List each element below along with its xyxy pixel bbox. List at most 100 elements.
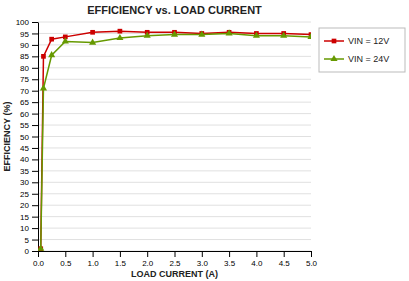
grid-line — [38, 22, 311, 23]
tick: 10 — [20, 224, 38, 233]
tick: 75 — [20, 75, 38, 84]
tick-mark — [32, 33, 38, 34]
tick-mark — [32, 148, 38, 149]
tick: 85 — [20, 52, 38, 61]
tick-mark — [256, 251, 257, 257]
point — [198, 30, 205, 36]
tick-mark — [32, 56, 38, 57]
tick-label: 80 — [20, 64, 29, 73]
grid-line — [38, 193, 311, 194]
point — [48, 51, 55, 57]
plot-area — [38, 29, 311, 251]
tick: 4.0 — [251, 251, 263, 268]
x-axis: 0.00.51.01.52.02.53.03.54.04.55.0 — [33, 251, 318, 268]
tick: 5 — [25, 236, 38, 245]
grid-line — [38, 228, 311, 229]
tick: 0.5 — [60, 251, 72, 268]
grid-line — [38, 113, 311, 114]
tick-mark — [229, 251, 230, 257]
tick-label: 60 — [20, 110, 29, 119]
tick-mark — [284, 251, 285, 257]
tick-label: 45 — [20, 144, 29, 153]
point — [40, 84, 47, 90]
tick-label: 0.0 — [33, 259, 45, 268]
tick-label: 100 — [16, 18, 30, 27]
tick-mark — [120, 251, 121, 257]
tick: 1.0 — [88, 251, 100, 268]
point — [90, 30, 95, 35]
grid-line — [38, 170, 311, 171]
tick-mark — [32, 194, 38, 195]
tick: 60 — [20, 110, 38, 119]
tick-label: 4.0 — [251, 259, 263, 268]
tick-mark — [175, 251, 176, 257]
tick: 1.5 — [115, 251, 127, 268]
legend-marker — [332, 39, 337, 44]
tick-label: 50 — [20, 133, 29, 142]
tick-mark — [32, 22, 38, 23]
tick-mark — [32, 114, 38, 115]
tick-label: 35 — [20, 167, 29, 176]
tick: 30 — [20, 178, 38, 187]
tick-label: 70 — [20, 87, 29, 96]
tick-label: 5.0 — [306, 259, 318, 268]
tick-mark — [32, 171, 38, 172]
grid-line — [38, 56, 311, 57]
tick: 3.0 — [197, 251, 209, 268]
tick: 40 — [20, 155, 38, 164]
tick: 15 — [20, 213, 38, 222]
tick-mark — [311, 251, 312, 257]
tick-label: 90 — [20, 41, 29, 50]
tick-mark — [32, 125, 38, 126]
tick: 95 — [20, 30, 38, 39]
point — [41, 54, 46, 59]
legend-marker — [330, 55, 337, 61]
tick-mark — [202, 251, 203, 257]
grid-line — [38, 67, 311, 68]
tick-mark — [32, 205, 38, 206]
grid-line — [38, 125, 311, 126]
title: EFFICIENCY vs. LOAD CURRENT — [87, 4, 262, 16]
y-axis: 0510152025303540455055606570758085909510… — [16, 18, 39, 256]
tick: 2.5 — [169, 251, 181, 268]
tick-mark — [32, 182, 38, 183]
tick: 0 — [25, 247, 38, 256]
tick-label: 0 — [25, 247, 30, 256]
tick-label: 55 — [20, 121, 29, 130]
tick: 45 — [20, 144, 38, 153]
point — [89, 38, 96, 44]
tick-label: 3.5 — [224, 259, 236, 268]
grid — [38, 22, 311, 251]
tick-mark — [32, 102, 38, 103]
tick-label: 3.0 — [197, 259, 209, 268]
grid-line — [38, 147, 311, 148]
tick-mark — [32, 137, 38, 138]
tick: 70 — [20, 87, 38, 96]
tick: 2.0 — [142, 251, 154, 268]
tick-mark — [32, 79, 38, 80]
point — [116, 34, 123, 40]
legend-item: VIN = 24V — [324, 54, 389, 64]
tick-label: 30 — [20, 178, 29, 187]
point — [253, 32, 260, 38]
tick-label: 0.5 — [60, 259, 72, 268]
legend-label: VIN = 12V — [348, 36, 389, 46]
point — [49, 37, 54, 42]
tick-mark — [32, 91, 38, 92]
point — [62, 37, 69, 43]
tick: 35 — [20, 167, 38, 176]
tick-label: 15 — [20, 213, 29, 222]
point — [144, 32, 151, 38]
grid-line — [38, 216, 311, 217]
x-axis-title: LOAD CURRENT (A) — [131, 269, 218, 279]
tick: 0.0 — [33, 251, 45, 268]
tick: 20 — [20, 201, 38, 210]
tick-mark — [38, 251, 39, 257]
point — [307, 33, 311, 39]
grid-line — [38, 44, 311, 45]
y-axis-title: EFFICIENCY (%) — [2, 102, 12, 172]
tick-mark — [147, 251, 148, 257]
grid-line — [38, 102, 311, 103]
tick: 3.5 — [224, 251, 236, 268]
tick-mark — [32, 251, 38, 252]
